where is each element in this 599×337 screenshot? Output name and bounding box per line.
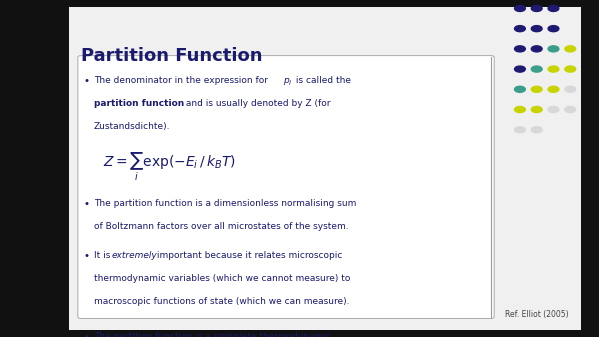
Text: Ref. Elliot (2005): Ref. Elliot (2005) bbox=[506, 310, 569, 319]
Circle shape bbox=[515, 5, 525, 11]
Text: •: • bbox=[84, 251, 90, 262]
Circle shape bbox=[565, 86, 576, 92]
Circle shape bbox=[548, 86, 559, 92]
Text: macroscopic functions of state (which we can measure).: macroscopic functions of state (which we… bbox=[94, 297, 350, 306]
Circle shape bbox=[565, 46, 576, 52]
Circle shape bbox=[515, 106, 525, 113]
Text: extremely: extremely bbox=[112, 251, 158, 261]
Text: p: p bbox=[283, 76, 289, 85]
Text: •: • bbox=[84, 76, 90, 86]
Circle shape bbox=[548, 66, 559, 72]
Text: It is: It is bbox=[94, 251, 113, 261]
Circle shape bbox=[548, 106, 559, 113]
Text: partition function: partition function bbox=[94, 99, 184, 108]
Circle shape bbox=[548, 26, 559, 32]
Circle shape bbox=[531, 26, 542, 32]
Circle shape bbox=[515, 66, 525, 72]
Circle shape bbox=[515, 46, 525, 52]
Text: Zustandsdichte).: Zustandsdichte). bbox=[94, 122, 171, 131]
Text: i: i bbox=[289, 80, 291, 86]
Text: The denominator in the expression for: The denominator in the expression for bbox=[94, 76, 271, 85]
Text: The partition function is a complete thermodynamic: The partition function is a complete the… bbox=[94, 332, 331, 337]
Text: thermodynamic variables (which we cannot measure) to: thermodynamic variables (which we cannot… bbox=[94, 274, 350, 283]
Circle shape bbox=[531, 5, 542, 11]
Circle shape bbox=[531, 86, 542, 92]
Circle shape bbox=[548, 46, 559, 52]
Text: and is usually denoted by Z (for: and is usually denoted by Z (for bbox=[183, 99, 330, 108]
Circle shape bbox=[515, 127, 525, 133]
Bar bbox=[69, 7, 581, 330]
Circle shape bbox=[515, 86, 525, 92]
Text: •: • bbox=[84, 332, 90, 337]
Circle shape bbox=[565, 106, 576, 113]
Circle shape bbox=[531, 106, 542, 113]
FancyBboxPatch shape bbox=[78, 56, 494, 318]
Circle shape bbox=[531, 66, 542, 72]
Text: of Boltzmann factors over all microstates of the system.: of Boltzmann factors over all microstate… bbox=[94, 222, 349, 231]
Text: $Z = \sum_i \exp(-E_i\,/\,k_B T)$: $Z = \sum_i \exp(-E_i\,/\,k_B T)$ bbox=[103, 150, 236, 183]
Circle shape bbox=[548, 5, 559, 11]
Circle shape bbox=[565, 66, 576, 72]
Text: The partition function is a dimensionless normalising sum: The partition function is a dimensionles… bbox=[94, 199, 356, 208]
Text: important because it relates microscopic: important because it relates microscopic bbox=[154, 251, 342, 261]
Text: is called the: is called the bbox=[293, 76, 351, 85]
Circle shape bbox=[515, 26, 525, 32]
Text: Partition Function: Partition Function bbox=[81, 47, 262, 65]
Circle shape bbox=[531, 127, 542, 133]
Text: •: • bbox=[84, 199, 90, 209]
Circle shape bbox=[531, 46, 542, 52]
